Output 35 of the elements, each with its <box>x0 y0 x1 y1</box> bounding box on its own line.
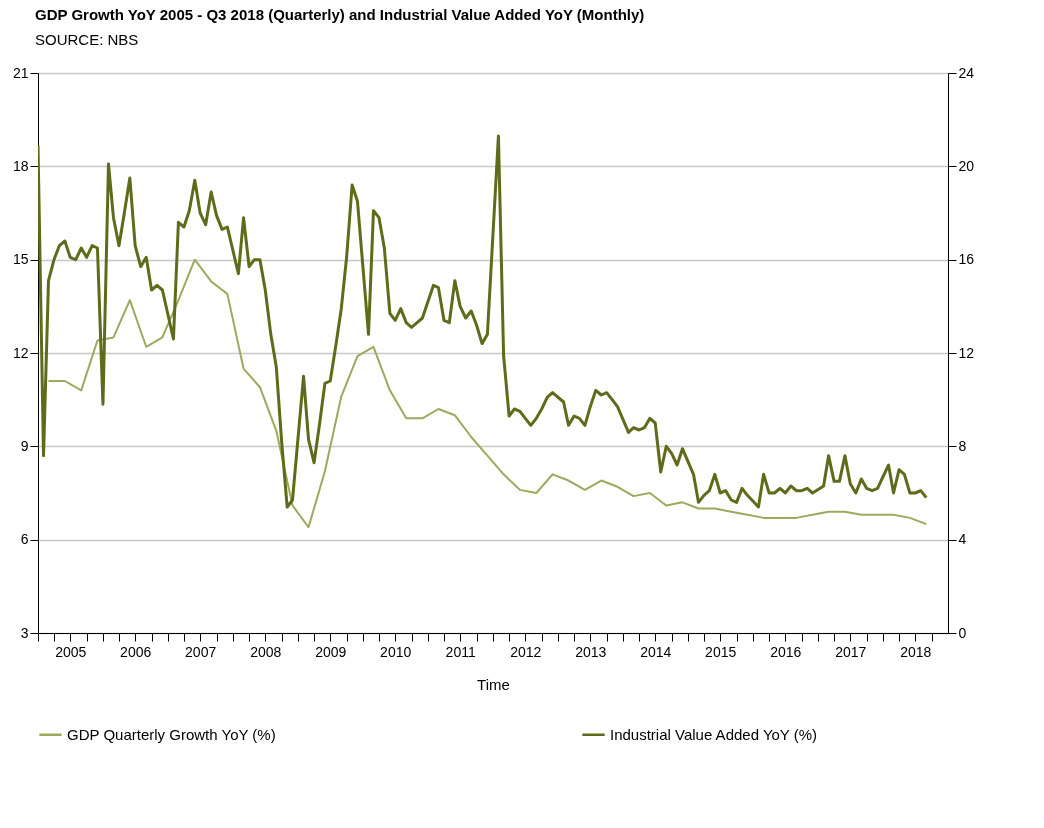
legend-label: Industrial Value Added YoY (%) <box>610 725 818 743</box>
legend-label: GDP Quarterly Growth YoY (%) <box>67 725 276 743</box>
y2-tick-label: 12 <box>958 344 975 361</box>
x-tick-label: 2010 <box>380 643 412 660</box>
y-tick-label: 12 <box>12 344 29 361</box>
y2-tick-label: 16 <box>958 251 975 268</box>
x-tick-label: 2011 <box>445 643 476 660</box>
y2-tick-label: 20 <box>958 157 975 174</box>
x-tick-label: 2006 <box>120 643 152 660</box>
x-tick-label: 2012 <box>510 643 542 660</box>
y-tick-label: 3 <box>20 624 29 641</box>
x-axis-title: Time <box>477 675 510 693</box>
line-series <box>47 258 928 529</box>
chart-subtitle: SOURCE: NBS <box>35 31 139 48</box>
chart-title: GDP Growth YoY 2005 - Q3 2018 (Quarterly) and Industrial Value Added YoY (Monthly) <box>35 6 645 23</box>
x-tick-label: 2015 <box>705 643 737 660</box>
x-tick-label: 2014 <box>640 643 672 660</box>
x-tick-label: 2005 <box>55 643 87 660</box>
x-tick-label: 2017 <box>835 643 867 660</box>
y-tick-label: 6 <box>20 531 29 548</box>
y2-tick-label: 4 <box>958 531 967 548</box>
x-tick-label: 2007 <box>185 643 217 660</box>
x-tick-label: 2018 <box>900 643 932 660</box>
x-tick-label: 2013 <box>575 643 607 660</box>
y2-tick-label: 24 <box>958 64 975 81</box>
x-tick-label: 2008 <box>250 643 282 660</box>
y-tick-label: 15 <box>12 251 29 268</box>
y2-tick-label: 8 <box>958 437 967 454</box>
y2-tick-label: 0 <box>958 624 967 641</box>
y-tick-label: 9 <box>20 437 29 454</box>
y-tick-label: 18 <box>12 157 29 174</box>
x-tick-label: 2016 <box>770 643 802 660</box>
x-tick-label: 2009 <box>315 643 347 660</box>
line-series <box>38 134 928 509</box>
y-tick-label: 21 <box>12 64 29 81</box>
